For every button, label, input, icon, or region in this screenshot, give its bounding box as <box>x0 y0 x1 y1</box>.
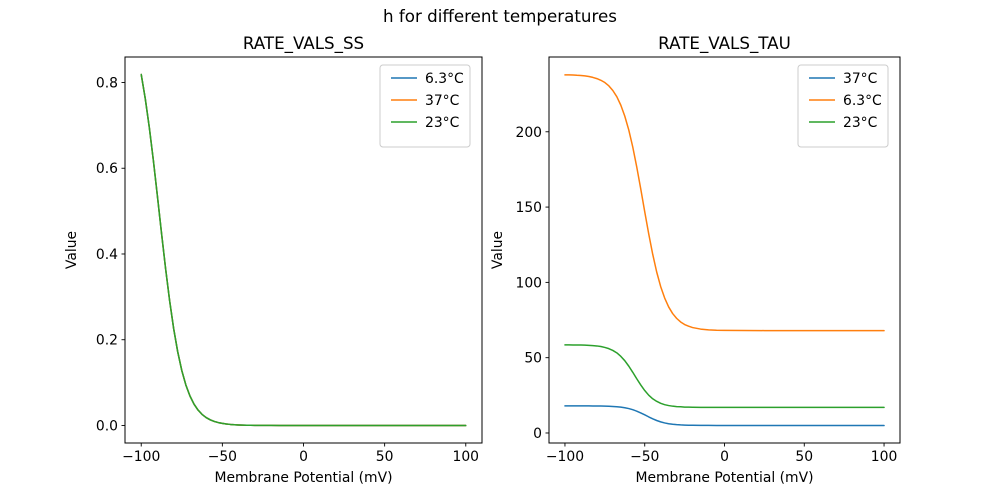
y-tick-label: 0.4 <box>96 247 118 263</box>
legend-rate-vals-ss: 6.3°C 37°C 23°C <box>379 64 471 148</box>
x-tick-label: 50 <box>376 449 394 465</box>
x-tick-label: 100 <box>453 449 480 465</box>
figure-title: h for different temperatures <box>383 6 617 26</box>
series-line-37C-rate-vals-tau <box>564 405 885 427</box>
legend-label: 23°C <box>425 115 459 131</box>
chart-rate-vals-ss: −100 −50 0 50 100 0.0 0.2 0.4 0.6 0.8 RATE_VALS_SS… <box>64 33 483 486</box>
legend-label: 23°C <box>843 115 877 131</box>
y-tick-label: 50 <box>524 351 542 367</box>
x-axis-label: Membrane Potential (mV) <box>635 470 813 486</box>
y-axis-label: Value <box>64 231 80 269</box>
chart-title-rate-vals-tau: RATE_VALS_TAU <box>658 33 791 54</box>
chart-rate-vals-tau: −100 −50 0 50 100 0 50 100 150 200 RATE_VALS_TAU Me… <box>490 33 901 486</box>
legend-rate-vals-tau: 37°C 6.3°C 23°C <box>797 64 889 148</box>
legend-label: 37°C <box>425 93 459 109</box>
series-line-23C-rate-vals-ss <box>140 73 467 427</box>
series-line-6.3C-rate-vals-tau <box>564 74 885 332</box>
x-tick-label: 100 <box>871 449 898 465</box>
y-tick-label: 0.2 <box>96 333 118 349</box>
x-tick-label: −50 <box>208 449 237 465</box>
x-tick-label: 0 <box>299 449 308 465</box>
y-tick-label: 200 <box>515 125 542 141</box>
legend-box <box>797 64 889 148</box>
y-tick-label: 0.6 <box>96 161 118 177</box>
x-tick-label: 50 <box>795 449 813 465</box>
x-axis-label: Membrane Potential (mV) <box>214 470 392 486</box>
y-tick-label: 0 <box>533 426 542 442</box>
legend-label: 6.3°C <box>843 93 882 109</box>
legend-box <box>379 64 471 148</box>
y-axis-label: Value <box>490 231 506 269</box>
series-line-23C-rate-vals-tau <box>564 344 885 409</box>
x-tick-label: −50 <box>630 449 659 465</box>
chart-title-rate-vals-ss: RATE_VALS_SS <box>243 33 364 54</box>
x-tick-label: −100 <box>122 449 160 465</box>
legend-label: 37°C <box>843 71 877 87</box>
x-tick-label: −100 <box>546 449 584 465</box>
y-tick-label: 150 <box>515 200 542 216</box>
x-tick-label: 0 <box>720 449 729 465</box>
y-tick-label: 100 <box>515 275 542 291</box>
legend-label: 6.3°C <box>425 71 464 87</box>
y-tick-label: 0.8 <box>96 76 118 92</box>
y-tick-label: 0.0 <box>96 418 118 434</box>
